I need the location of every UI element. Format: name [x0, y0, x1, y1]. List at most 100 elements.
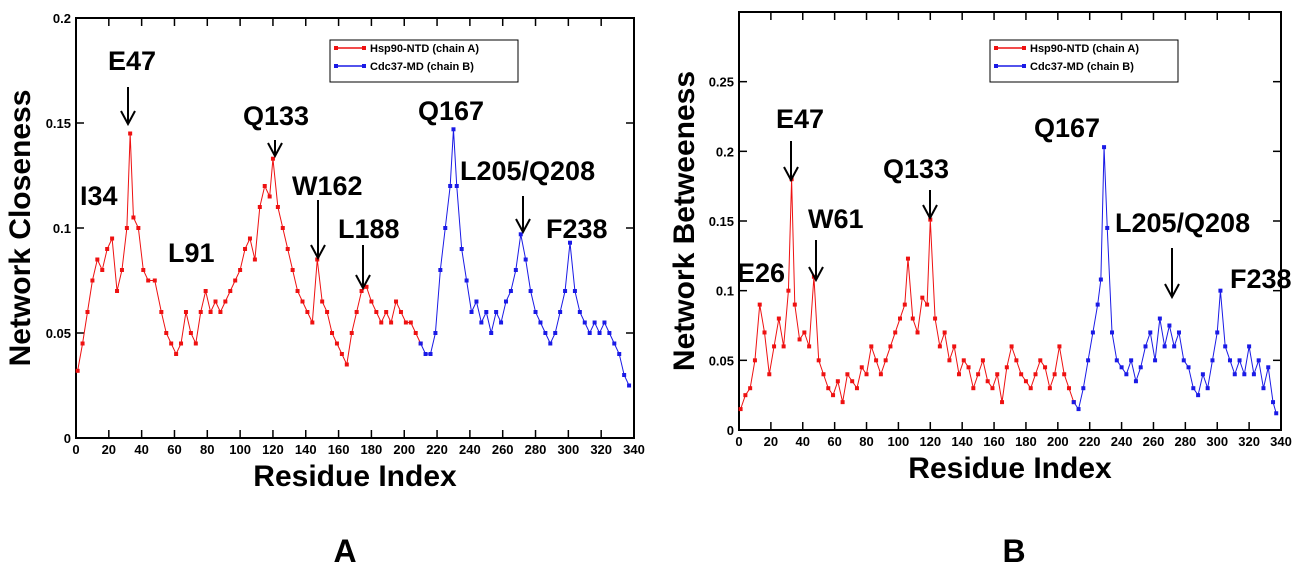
data-point — [315, 257, 320, 262]
data-point — [428, 352, 433, 356]
data-point — [928, 217, 933, 222]
y-tick-label: 0.1 — [53, 221, 71, 236]
data-point — [563, 289, 568, 293]
x-tick-label: 280 — [525, 442, 547, 457]
annotation: E26 — [737, 258, 785, 288]
data-point — [966, 365, 971, 370]
y-tick-label: 0.05 — [709, 353, 734, 368]
arrow-head — [355, 274, 371, 291]
arrow-head — [922, 204, 938, 221]
series-line — [740, 179, 1075, 410]
data-point — [489, 331, 494, 335]
x-tick-label: 200 — [1047, 434, 1069, 449]
data-point — [533, 310, 538, 314]
data-point — [854, 386, 859, 391]
x-tick-label: 220 — [426, 442, 448, 457]
y-tick-label: 0.2 — [716, 144, 734, 159]
x-tick-label: 20 — [102, 442, 116, 457]
data-point — [494, 310, 499, 314]
data-point — [518, 232, 523, 237]
data-point — [136, 226, 141, 230]
data-point — [124, 226, 129, 230]
data-point — [587, 331, 592, 335]
data-point — [448, 184, 453, 188]
data-point — [1019, 372, 1024, 377]
data-point — [1205, 386, 1210, 391]
data-point — [1251, 372, 1256, 377]
data-point — [131, 215, 136, 220]
data-point — [238, 268, 243, 272]
x-tick-label: 120 — [919, 434, 941, 449]
annotation: Q167 — [1034, 113, 1100, 143]
x-tick-label: 180 — [1015, 434, 1037, 449]
data-point — [1261, 386, 1266, 391]
data-point — [1098, 277, 1103, 282]
data-point — [459, 247, 464, 251]
data-point — [577, 310, 582, 314]
data-point — [1274, 411, 1279, 416]
data-point — [835, 379, 840, 384]
data-point — [119, 268, 124, 272]
data-point — [454, 184, 459, 188]
x-tick-label: 140 — [295, 442, 317, 457]
data-point — [602, 320, 607, 325]
data-point — [474, 299, 479, 304]
data-point — [443, 226, 448, 230]
x-tick-label: 160 — [983, 434, 1005, 449]
data-point — [394, 299, 399, 304]
data-point — [937, 344, 942, 349]
x-tick-label: 260 — [1143, 434, 1165, 449]
x-tick-label: 60 — [827, 434, 841, 449]
data-point — [558, 310, 563, 314]
arrow-head — [515, 218, 531, 235]
data-point — [961, 358, 966, 363]
data-point — [802, 330, 807, 335]
data-point — [344, 362, 349, 367]
data-point — [797, 337, 802, 342]
data-point — [767, 372, 772, 377]
annotation: L205/Q208 — [460, 156, 595, 186]
x-tick-label: 20 — [764, 434, 778, 449]
data-point — [1167, 323, 1172, 328]
data-point — [243, 247, 248, 251]
data-point — [105, 247, 110, 251]
data-point — [757, 302, 762, 307]
data-point — [1162, 344, 1167, 349]
annotation: W162 — [292, 171, 363, 201]
x-tick-label: 0 — [735, 434, 742, 449]
data-point — [792, 302, 797, 307]
data-point — [582, 320, 587, 325]
x-tick-label: 260 — [492, 442, 514, 457]
data-point — [1242, 372, 1247, 377]
data-point — [174, 352, 179, 356]
data-point — [183, 310, 188, 314]
data-point — [262, 184, 267, 188]
legend-swatch — [994, 64, 998, 68]
data-point — [831, 393, 836, 398]
data-point — [325, 310, 330, 314]
annotation: F238 — [1230, 264, 1292, 294]
x-tick-label: 40 — [134, 442, 148, 457]
data-point — [379, 320, 384, 325]
data-point — [423, 352, 428, 356]
data-point — [888, 344, 893, 349]
data-point — [980, 358, 985, 363]
legend-swatch — [1022, 64, 1026, 68]
data-point — [503, 299, 508, 304]
data-point — [252, 257, 257, 262]
data-point — [947, 358, 952, 363]
data-point — [188, 331, 193, 335]
legend-swatch — [362, 64, 366, 68]
data-point — [433, 331, 438, 335]
data-point — [840, 400, 845, 405]
data-point — [1129, 358, 1134, 363]
data-point — [1223, 344, 1228, 349]
x-tick-label: 220 — [1079, 434, 1101, 449]
data-point — [859, 365, 864, 370]
data-point — [776, 316, 781, 321]
y-tick-label: 0.1 — [716, 284, 734, 299]
data-point — [915, 330, 920, 335]
data-point — [408, 320, 413, 325]
data-point — [1043, 365, 1048, 370]
data-point — [334, 341, 339, 346]
